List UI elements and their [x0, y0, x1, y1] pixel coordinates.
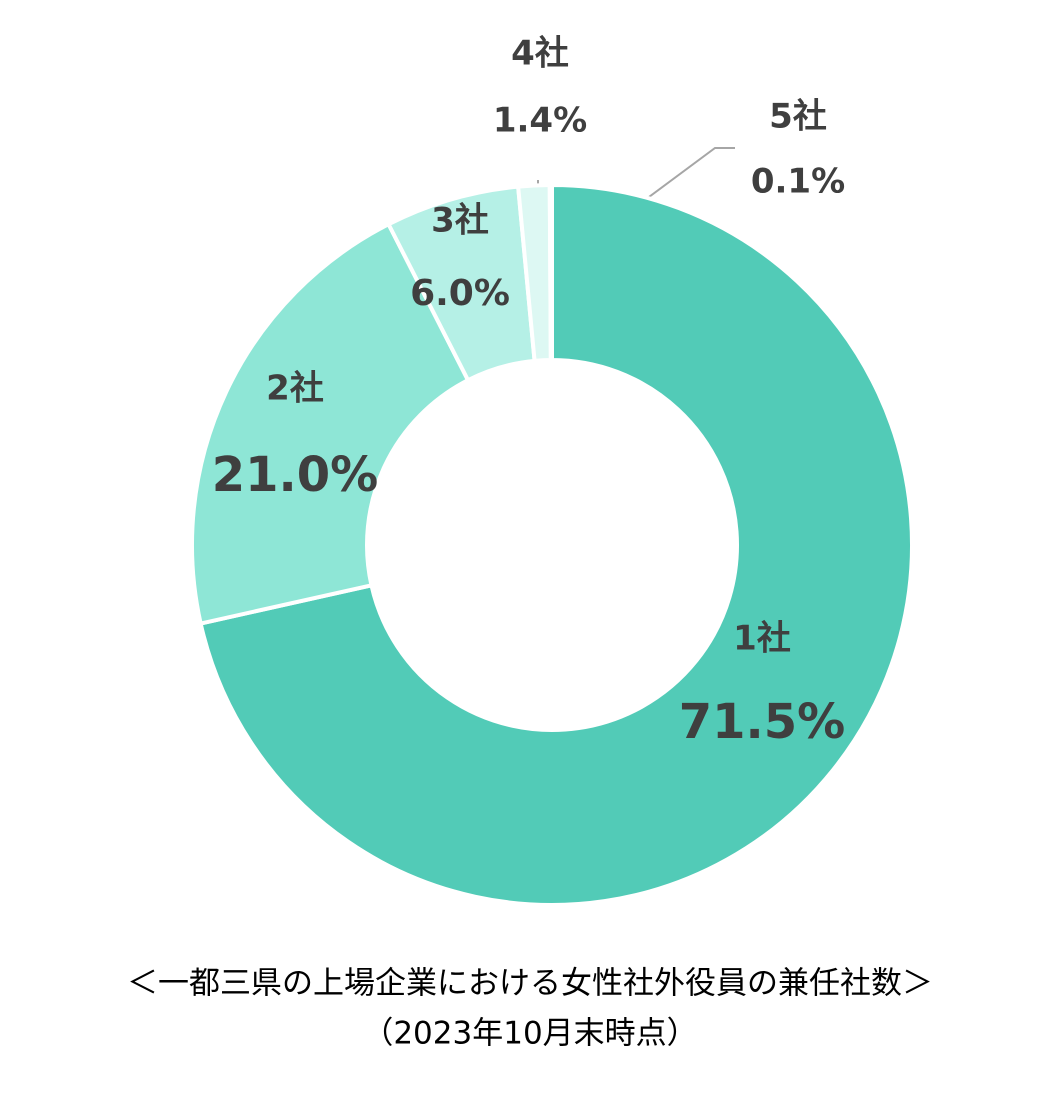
- chart-title: ＜一都三県の上場企業における女性社外役員の兼任社数＞: [127, 966, 933, 1002]
- chart-subtitle: （2023年10月末時点）: [362, 1016, 697, 1052]
- value-label: 6.0%: [410, 273, 510, 314]
- category-label: 3社: [431, 201, 489, 241]
- category-label: 2社: [266, 369, 324, 409]
- value-label: 0.1%: [751, 162, 845, 202]
- donut-slice: [547, 182, 554, 363]
- category-label: 4社: [511, 34, 569, 74]
- donut-slice: [190, 221, 471, 626]
- category-label: 1社: [733, 619, 791, 659]
- donut-slice: [198, 182, 914, 907]
- value-label: 21.0%: [212, 447, 379, 503]
- value-label: 71.5%: [679, 694, 846, 750]
- value-label: 1.4%: [493, 101, 587, 141]
- category-label: 5社: [769, 97, 827, 137]
